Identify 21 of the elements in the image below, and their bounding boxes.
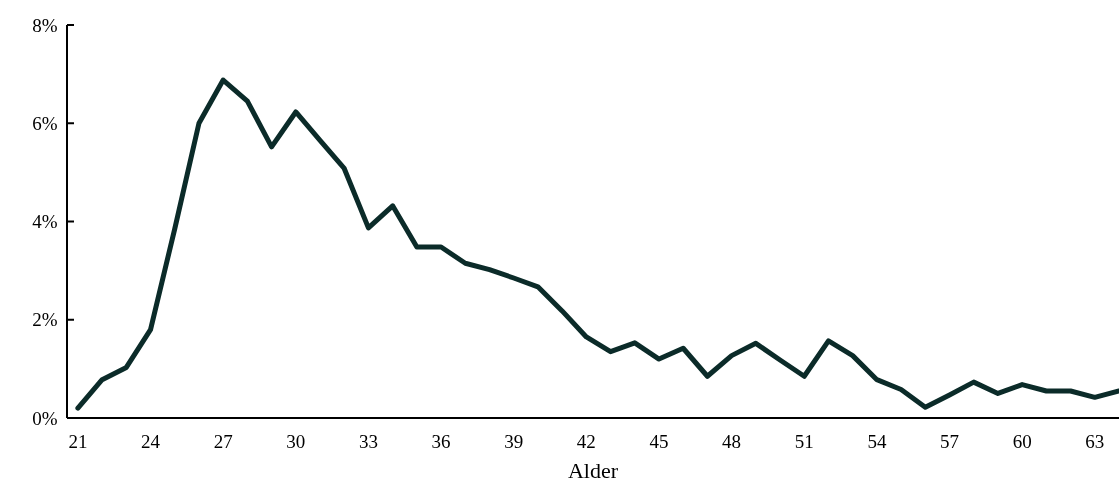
- y-tick-label: 6%: [32, 112, 58, 134]
- y-tick-label: 0%: [32, 407, 58, 429]
- x-axis-title: Alder: [567, 458, 619, 483]
- x-tick-label: 63: [1085, 431, 1105, 452]
- x-tick-label: 27: [213, 431, 233, 452]
- y-tick-label: 2%: [32, 309, 58, 331]
- x-tick-label: 36: [431, 431, 451, 452]
- x-tick-label: 24: [141, 431, 161, 452]
- x-tick-label: 45: [649, 431, 669, 452]
- x-tick-label: 48: [722, 431, 742, 452]
- x-tick-label: 39: [504, 431, 524, 452]
- x-tick-label: 33: [358, 431, 378, 452]
- x-tick-label: 57: [940, 431, 960, 452]
- x-tick-label: 54: [867, 431, 887, 452]
- y-tick-label: 8%: [32, 14, 58, 36]
- x-tick-label: 21: [68, 431, 88, 452]
- x-tick-label: 51: [794, 431, 814, 452]
- x-tick-label: 60: [1012, 431, 1032, 452]
- y-tick-label: 4%: [32, 211, 58, 233]
- x-tick-label: 42: [576, 431, 596, 452]
- x-tick-label: 30: [286, 431, 306, 452]
